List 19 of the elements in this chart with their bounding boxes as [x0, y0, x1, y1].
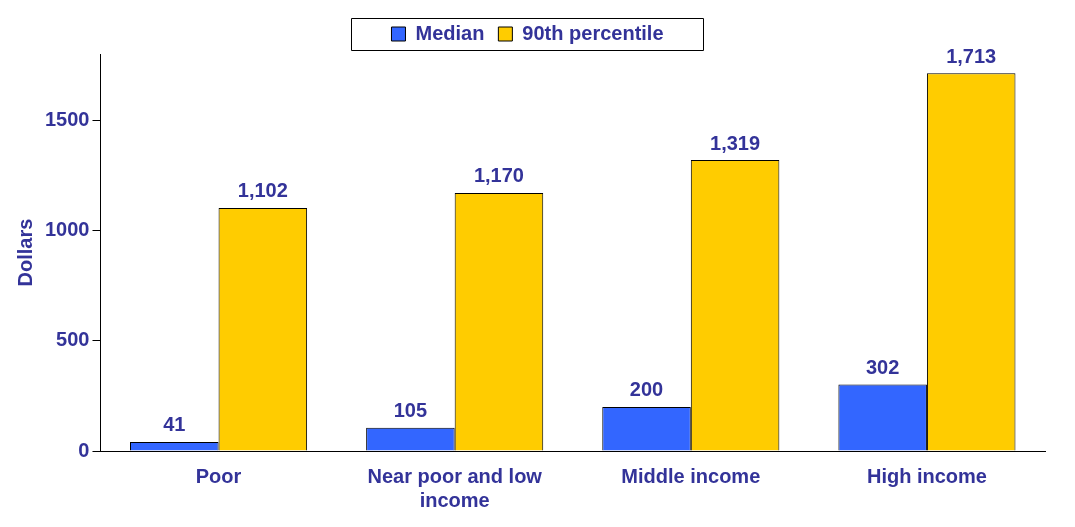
- legend-label: 90th percentile: [522, 21, 664, 44]
- x-tick-label: Poor: [195, 464, 242, 487]
- data-label: 200: [629, 378, 664, 401]
- y-tick-label: 0: [78, 438, 90, 461]
- x-tick-label: Near poor and low income: [367, 464, 543, 511]
- x-tick-label: High income: [866, 464, 987, 487]
- y-tick-label: 1500: [44, 107, 90, 130]
- data-label: 1,170: [473, 164, 524, 187]
- y-tick-label: 500: [56, 328, 90, 351]
- x-tick-label: Middle income: [621, 464, 761, 487]
- data-label: 1,319: [710, 131, 761, 154]
- y-tick-label: 1000: [44, 217, 90, 240]
- data-label: 1,713: [946, 44, 997, 67]
- data-label: 1,102: [237, 179, 288, 202]
- y-axis-title: Dollars: [13, 218, 36, 287]
- data-label: 302: [865, 355, 900, 378]
- data-label: 41: [163, 413, 186, 436]
- data-label: 105: [393, 399, 428, 422]
- legend-label: Median: [415, 21, 485, 44]
